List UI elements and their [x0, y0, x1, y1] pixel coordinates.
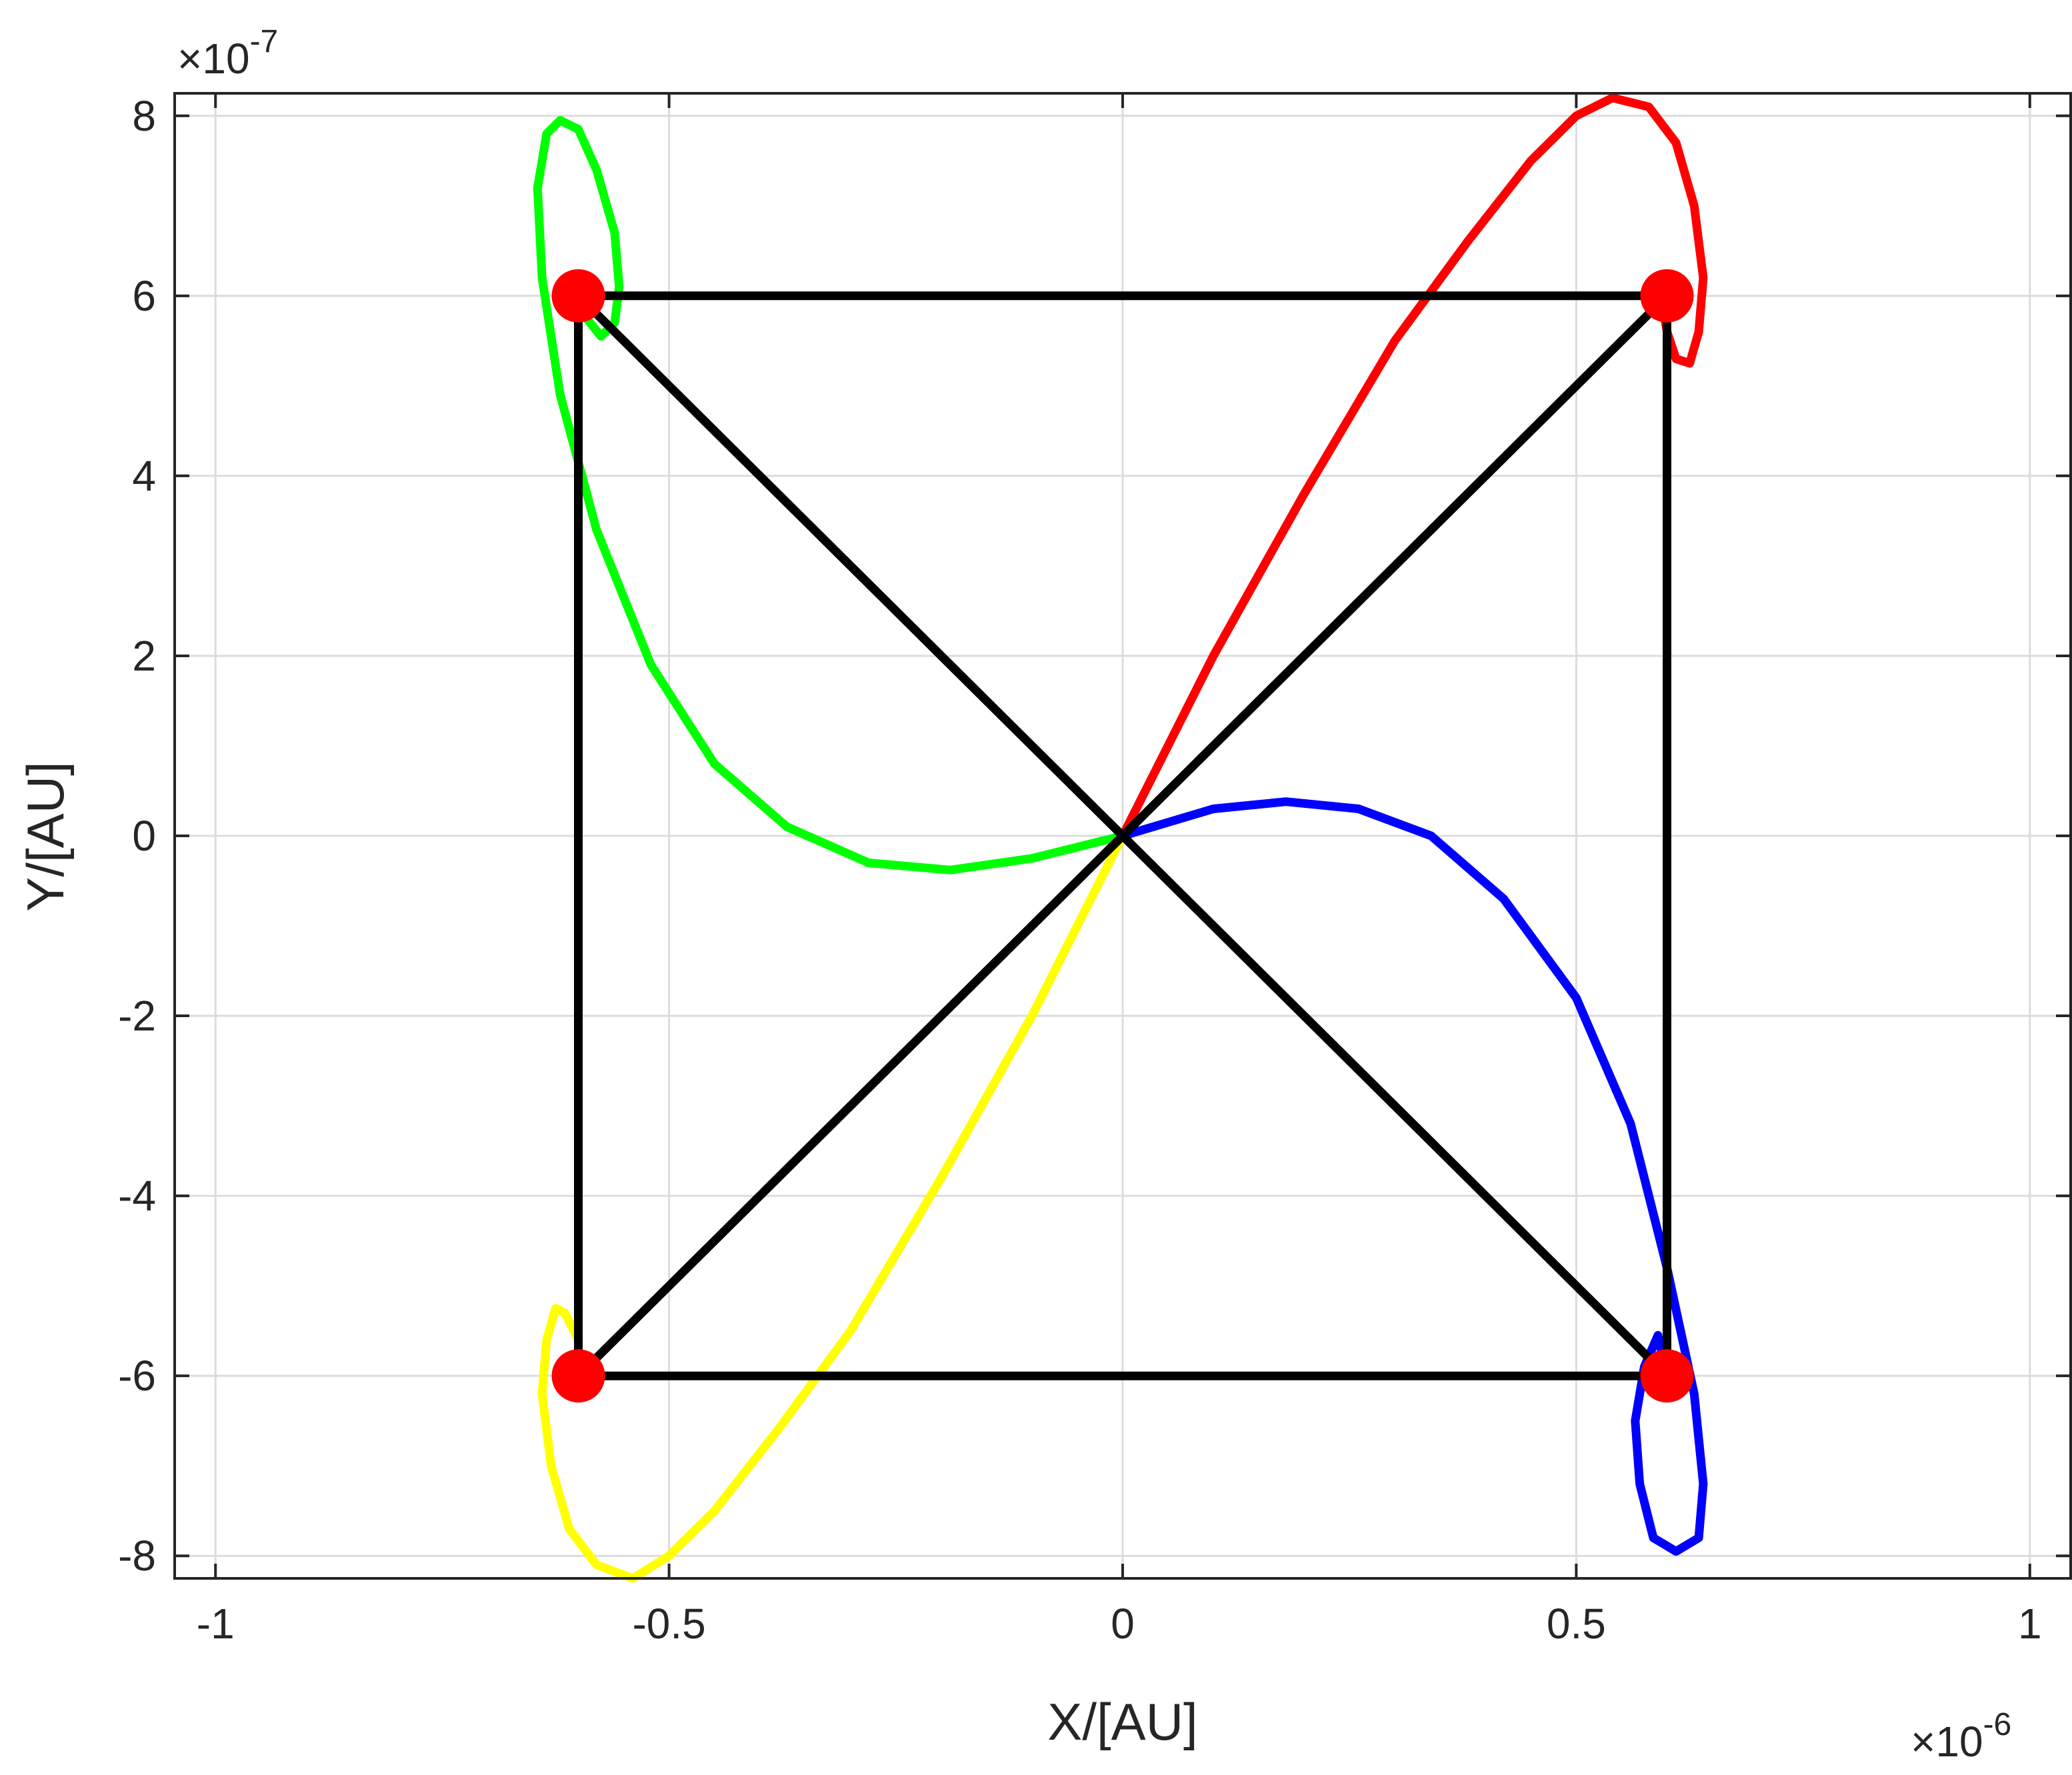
- x-tick-label-1: -0.5: [632, 1600, 705, 1648]
- x-exponent-label: ×10-6: [1911, 1707, 2011, 1766]
- y-exponent-label: ×10-7: [177, 24, 278, 83]
- y-exponent-power: -7: [250, 24, 279, 59]
- x-tick-label-4: 1: [2018, 1600, 2042, 1648]
- x-tick-label-0: -1: [197, 1600, 235, 1648]
- y-exponent-base: ×10: [177, 35, 250, 83]
- y-axis-label: Y/[AU]: [16, 761, 75, 911]
- y-tick-label-4: 0: [132, 812, 156, 860]
- square-diagonal-1: [574, 291, 1671, 1380]
- y-tick-label-5: 2: [132, 632, 156, 680]
- x-exponent-base: ×10: [1911, 1718, 1983, 1766]
- x-tick-label-2: 0: [1111, 1600, 1135, 1648]
- corner-marker-2: [551, 1349, 605, 1403]
- y-tick-label-2: -4: [118, 1172, 156, 1220]
- y-tick-label-3: -2: [118, 992, 156, 1040]
- corner-marker-3: [1640, 1349, 1694, 1403]
- series-line-red: [1118, 93, 1708, 841]
- marker-group: [551, 269, 1694, 1403]
- y-tick-label-1: -6: [118, 1352, 156, 1400]
- corner-marker-1: [1640, 269, 1694, 323]
- y-tick-label-6: 4: [132, 452, 156, 500]
- corner-marker-0: [551, 269, 605, 323]
- tick-group: [175, 93, 2071, 1578]
- x-axis-label: X/[AU]: [1047, 1692, 1197, 1751]
- y-tick-label-7: 6: [132, 272, 156, 320]
- x-exponent-power: -6: [1983, 1707, 2012, 1742]
- y-tick-label-0: -8: [118, 1532, 156, 1580]
- tick-labels: -1 -0.5 0 0.5 1 -8 -6 -4 -2 0 2 4 6 8: [118, 92, 2041, 1648]
- series-line-green: [533, 116, 1127, 875]
- series-line-blue: [1118, 797, 1708, 1556]
- x-tick-label-3: 0.5: [1547, 1600, 1606, 1648]
- y-tick-label-8: 8: [132, 92, 156, 140]
